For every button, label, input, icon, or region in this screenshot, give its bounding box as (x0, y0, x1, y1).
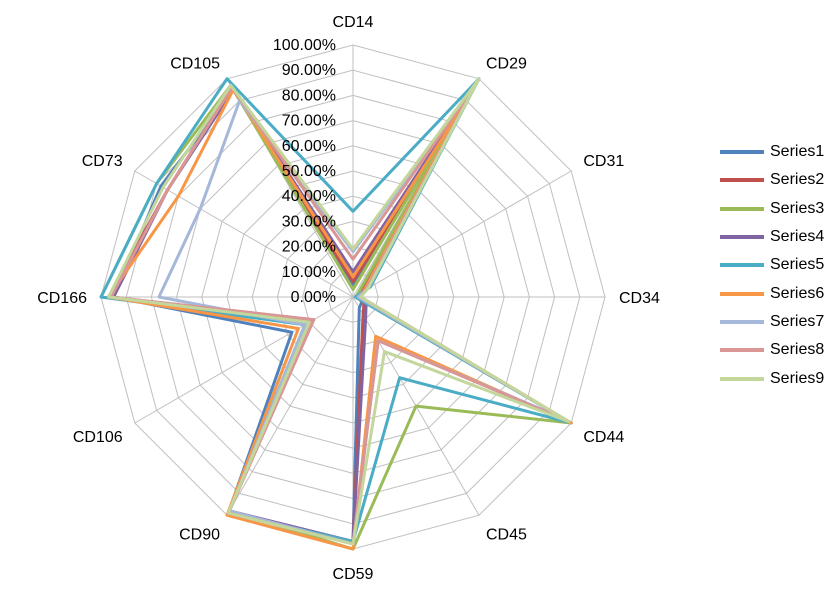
legend-swatch (720, 376, 764, 381)
series-line-series2 (107, 85, 471, 543)
legend-label: Series6 (770, 284, 825, 302)
legend-item: Series6 (720, 279, 824, 307)
axis-label-cd34: CD34 (619, 290, 660, 307)
legend-swatch (720, 263, 764, 268)
radial-tick-labels: 0.00% 10.00% 20.00% 30.00% 40.00% 50.00% 60.00… (273, 37, 336, 306)
series-group (99, 77, 573, 551)
axis-label-cd45: CD45 (486, 526, 527, 543)
radial-tick-label: 10.00% (282, 264, 336, 281)
grid-spoke (352, 170, 572, 298)
legend-item: Series7 (720, 308, 824, 336)
axis-label-cd105: CD105 (170, 56, 220, 73)
grid-spoke (134, 170, 354, 298)
axis-label-cd29: CD29 (486, 56, 527, 73)
legend-item: Series3 (720, 195, 824, 223)
radial-tick-label: 90.00% (282, 62, 336, 79)
legend-label: Series1 (770, 143, 825, 161)
axis-label-cd14: CD14 (333, 14, 374, 31)
legend-label: Series2 (770, 171, 825, 189)
legend-label: Series4 (770, 228, 825, 246)
axis-label-cd31: CD31 (583, 153, 624, 170)
radial-tick-label: 30.00% (282, 213, 336, 230)
axis-label-cd90: CD90 (179, 526, 220, 543)
legend-swatch (720, 206, 764, 211)
series-line-series4 (112, 88, 475, 543)
radial-tick-label: 70.00% (282, 113, 336, 130)
series-line-series8 (109, 85, 569, 546)
radial-tick-label: 60.00% (282, 138, 336, 155)
radial-tick-label: 40.00% (282, 188, 336, 205)
legend-label: Series9 (770, 369, 825, 387)
axis-label-cd106: CD106 (73, 429, 123, 446)
axis-labels: CD14 CD29 CD31 CD34 CD44 CD45 CD59 CD90 CD106 CD1… (37, 14, 660, 583)
radial-tick-label: 50.00% (282, 163, 336, 180)
radial-tick-label: 100.00% (273, 37, 336, 54)
radial-tick-label: 20.00% (282, 239, 336, 256)
legend-swatch (720, 150, 764, 155)
radial-tick-label: 80.00% (282, 87, 336, 104)
axis-label-cd73: CD73 (82, 153, 123, 170)
legend-swatch (720, 178, 764, 183)
legend-swatch (720, 235, 764, 240)
axis-label-cd166: CD166 (37, 290, 87, 307)
radial-tick-label: 0.00% (291, 289, 336, 306)
series-line-series9 (107, 77, 571, 546)
legend-label: Series5 (770, 256, 825, 274)
axis-label-cd59: CD59 (333, 566, 374, 583)
chart-legend: Series1 Series2 Series3 Series4 Series5 Serie… (720, 138, 824, 393)
legend-swatch (720, 348, 764, 353)
grid-spoke (226, 296, 354, 516)
grid-spoke (134, 296, 354, 424)
legend-item: Series1 (720, 138, 824, 166)
legend-item: Series2 (720, 166, 824, 194)
legend-swatch (720, 291, 764, 296)
legend-label: Series7 (770, 312, 825, 330)
legend-item: Series8 (720, 336, 824, 364)
legend-swatch (720, 319, 764, 324)
legend-item: Series5 (720, 251, 824, 279)
legend-item: Series9 (720, 364, 824, 392)
grid-spokes (101, 45, 605, 549)
axis-label-cd44: CD44 (583, 429, 624, 446)
legend-label: Series8 (770, 341, 825, 359)
legend-label: Series3 (770, 199, 825, 217)
legend-item: Series4 (720, 223, 824, 251)
